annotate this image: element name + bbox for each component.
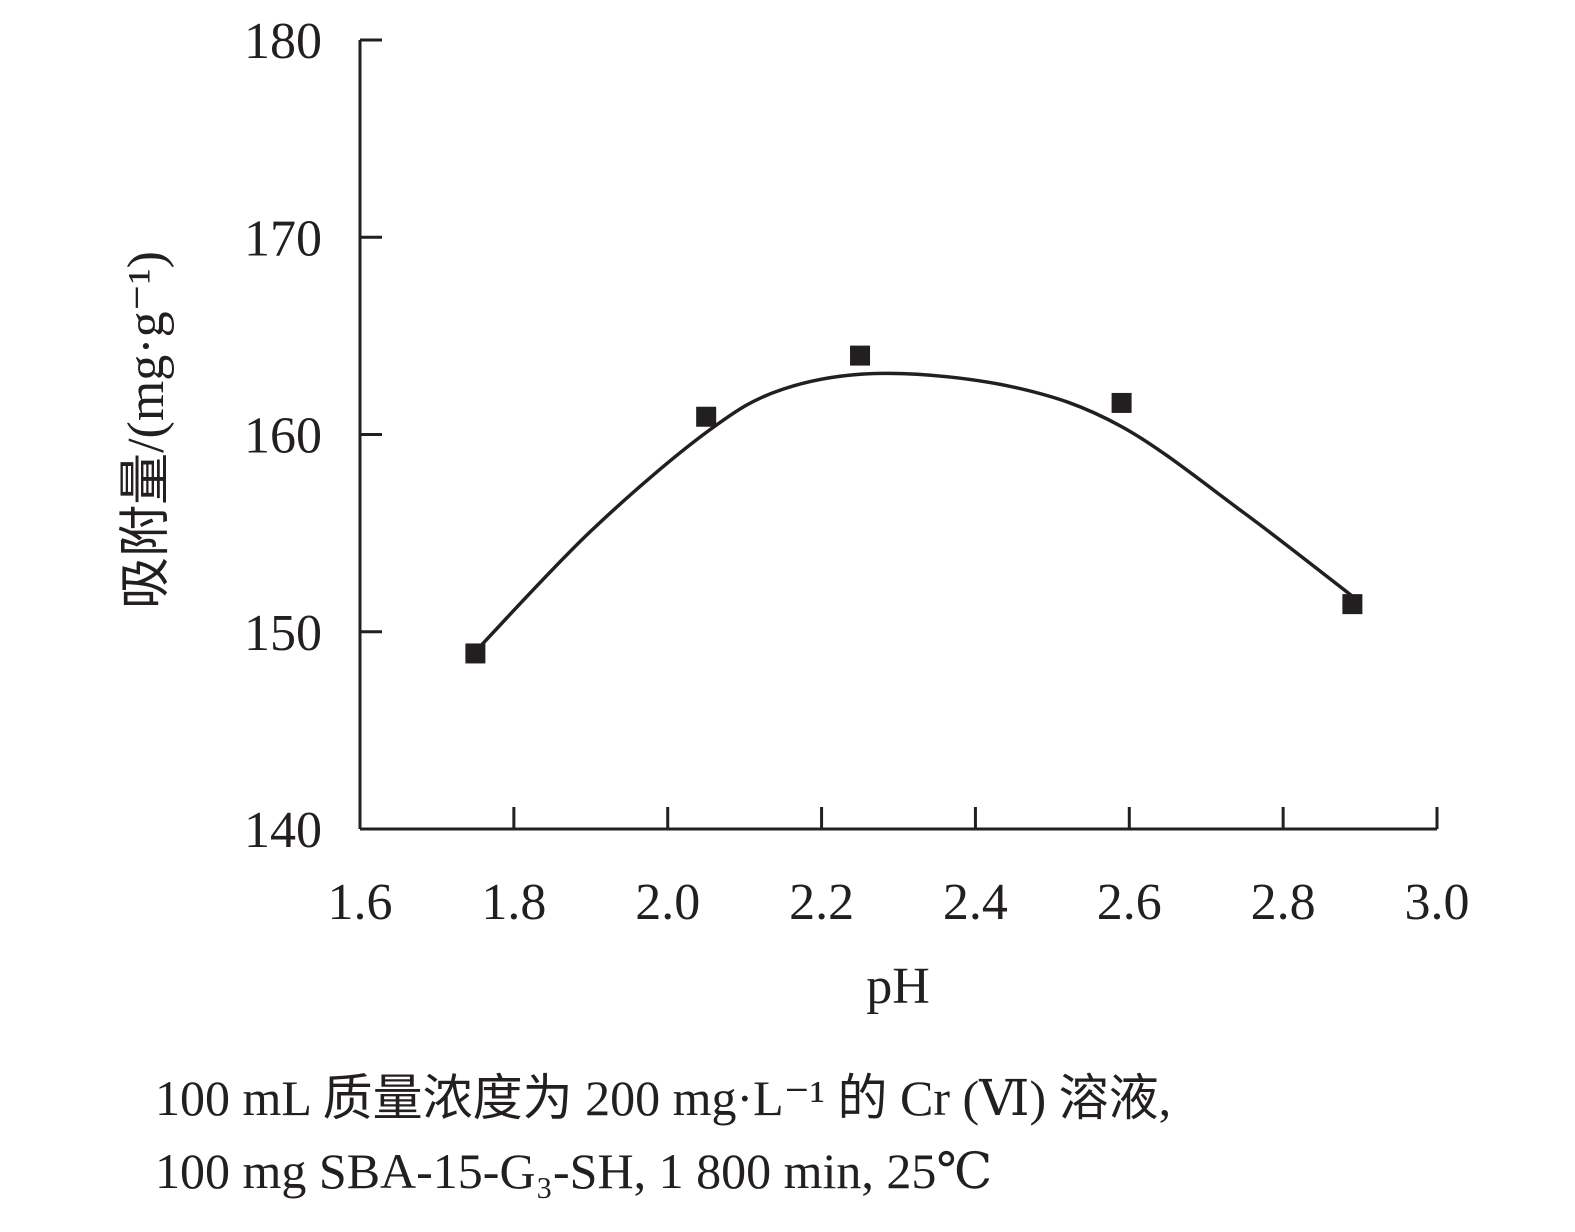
x-tick-label: 1.8 [481,874,546,931]
y-tick-label: 150 [244,605,322,662]
data-point [1111,392,1132,413]
fit-curve [474,371,1354,653]
x-tick-label: 2.0 [635,874,700,931]
y-tick-label: 160 [244,408,322,465]
data-point [1342,594,1363,615]
x-tick-label: 2.2 [789,874,854,931]
y-tick-label: 140 [244,802,322,859]
x-tick-label: 1.6 [328,874,393,931]
x-axis-label: pH [866,958,930,1015]
data-point [696,406,717,427]
x-tick-label: 3.0 [1405,874,1470,931]
x-tick-label: 2.8 [1251,874,1316,931]
y-tick-label: 170 [244,210,322,267]
y-tick-label: 180 [244,13,322,70]
y-axis-label: 吸附量/(mg·g⁻¹) [118,251,175,609]
x-tick-label: 2.4 [943,874,1008,931]
x-tick-label: 2.6 [1097,874,1162,931]
caption-line: 100 mL 质量浓度为 200 mg·L⁻¹ 的 Cr (Ⅵ) 溶液, [155,1070,1171,1126]
data-point [850,345,871,366]
caption-line: 100 mg SBA-15-G₃-SH, 1 800 min, 25℃ [155,1143,992,1199]
